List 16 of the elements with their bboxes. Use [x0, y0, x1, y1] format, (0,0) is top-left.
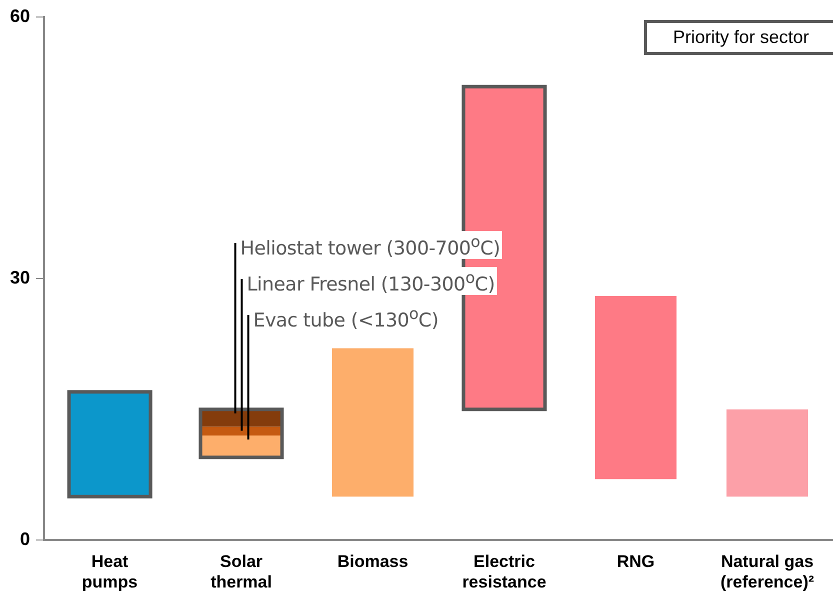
x-tick-label: Electric resistance: [462, 552, 546, 592]
bar: [726, 409, 808, 497]
x-tick-label: Solar thermal: [210, 552, 272, 592]
bar: [594, 296, 677, 480]
y-tick-label: 0: [20, 529, 30, 550]
x-tick-label: Biomass: [337, 552, 408, 572]
annotation: Evac tube (<130$^{o}$C): [251, 303, 441, 332]
annotation: Priority for sector: [644, 20, 833, 55]
y-tick-label: 60: [10, 6, 30, 26]
bar: [200, 426, 282, 436]
x-tick-label: Natural gas (reference)²: [720, 552, 814, 592]
x-tick-label: Heat pumps: [82, 552, 138, 592]
y-tick-label: 30: [10, 267, 30, 288]
annotation: Heliostat tower (300-700$^{o}$C): [238, 231, 502, 260]
x-tick-label: RNG: [616, 552, 655, 572]
annotation: Linear Fresnel (130-300$^{o}$C): [244, 267, 497, 296]
